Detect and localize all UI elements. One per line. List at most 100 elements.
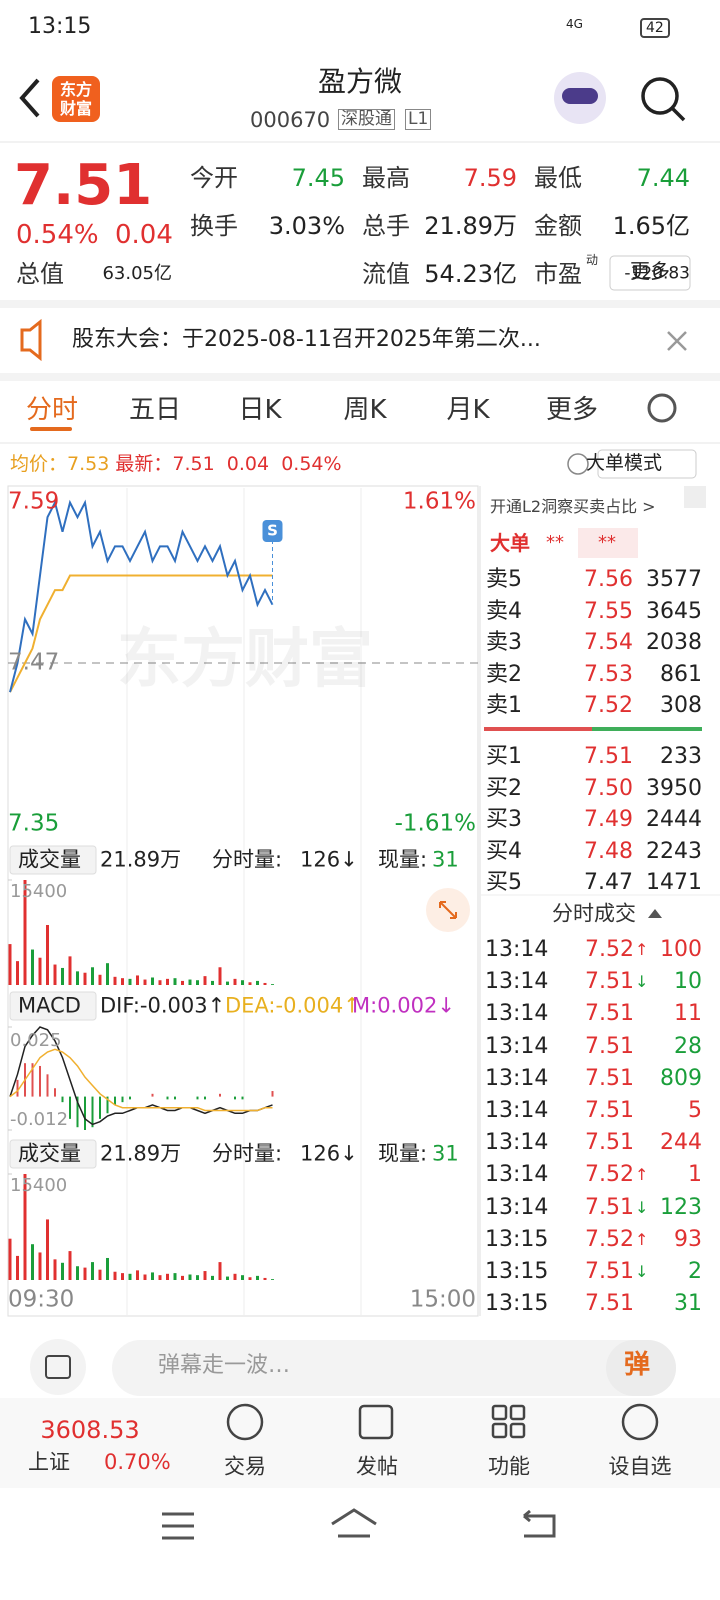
expand-icon <box>439 901 457 919</box>
trade-time: 13:14 <box>485 1194 549 1220</box>
book-price: 7.50 <box>584 775 633 801</box>
minute-volume: 126↓ <box>300 847 358 872</box>
volume-bar <box>61 967 64 985</box>
trade-volume: 2 <box>688 1259 702 1284</box>
volume-bar <box>53 1259 57 1280</box>
book-price: 7.56 <box>584 567 633 592</box>
trade-time: 13:14 <box>485 1033 549 1059</box>
y-tick-label: -0.012 <box>10 1109 69 1130</box>
book-price: 7.48 <box>584 838 633 864</box>
tab[interactable]: 分时 <box>25 395 79 425</box>
big-label: 大单 <box>490 531 530 555</box>
field-label: 金额 <box>534 212 582 240</box>
comment-input[interactable] <box>112 1340 676 1396</box>
tab[interactable]: 日K <box>238 395 282 425</box>
tab[interactable]: 更多 <box>545 395 599 425</box>
volume-bar <box>211 980 214 985</box>
book-label: 买5 <box>486 870 522 896</box>
panel-close[interactable] <box>684 486 706 508</box>
trade-icon <box>226 1403 264 1441</box>
change-pct: 0.54% <box>16 220 99 250</box>
divider <box>0 300 720 308</box>
more-button-bg[interactable] <box>609 255 691 291</box>
comment-icon-bg[interactable] <box>30 1339 86 1395</box>
macd-bar <box>234 1096 236 1100</box>
field-label: 最高 <box>362 164 410 192</box>
trade-time: 13:15 <box>485 1259 549 1284</box>
book-label: 卖5 <box>486 567 522 592</box>
macd-bar <box>106 1096 109 1114</box>
trade-time: 13:14 <box>485 1001 549 1027</box>
volume-bar <box>188 1274 192 1280</box>
field-value: 7.59 <box>463 164 517 192</box>
back-icon[interactable] <box>19 78 40 118</box>
trade-volume: 100 <box>660 937 702 962</box>
comment-placeholder[interactable]: 弹幕走一波… <box>158 1353 291 1378</box>
book-price: 7.53 <box>584 661 633 687</box>
avg-value: 7.53 <box>67 453 110 475</box>
volume-bar <box>151 977 154 985</box>
mode-button[interactable]: 大单模式 <box>586 452 663 474</box>
field-label: 换手 <box>190 212 238 240</box>
search-icon[interactable] <box>641 77 679 115</box>
volume-bar <box>143 979 147 985</box>
volume-bar <box>68 1251 72 1280</box>
nav-item[interactable]: 交易 <box>224 1454 266 1479</box>
trade-price: 7.51 <box>585 1001 634 1027</box>
macd-label[interactable]: MACD <box>18 993 81 1018</box>
nav-item[interactable]: 设自选 <box>608 1454 672 1479</box>
y-tick-label: 7.35 <box>8 810 60 837</box>
big-value: ** <box>598 532 616 553</box>
danmu-button[interactable] <box>606 1340 676 1396</box>
tab[interactable]: 月K <box>446 395 490 425</box>
field-label: 总手 <box>362 212 410 240</box>
book-volume: 308 <box>660 693 702 719</box>
close-icon[interactable] <box>667 331 687 351</box>
tab[interactable]: 五日 <box>128 395 182 425</box>
sort-icon <box>648 909 662 918</box>
speaker-icon <box>20 318 42 362</box>
notice[interactable]: 股东大会：于2025-08-11召开2025年第二次... <box>72 327 541 352</box>
tab[interactable]: 周K <box>343 395 387 425</box>
book-price: 7.55 <box>584 598 633 624</box>
trade-price: 7.51 <box>585 1065 634 1091</box>
y-tick-label: 7.59 <box>8 488 60 515</box>
macd-line <box>9 1048 273 1112</box>
nav-item[interactable]: 发帖 <box>356 1454 398 1479</box>
macd-bar <box>114 1096 116 1105</box>
current-label: 现量: <box>378 1141 428 1166</box>
help-icon[interactable] <box>567 453 589 475</box>
macd-bar <box>99 1096 101 1119</box>
big-value: ** <box>546 532 564 553</box>
macd-bar <box>46 1074 49 1097</box>
volume-bar <box>196 980 199 985</box>
mode-button-bg[interactable] <box>597 449 697 479</box>
l2-promo[interactable]: 开通L2洞察买卖占比 > <box>490 497 656 516</box>
nav-item[interactable]: 功能 <box>488 1454 530 1479</box>
index-name[interactable]: 上证 <box>28 1450 70 1474</box>
volume-bar <box>256 980 259 985</box>
volume-bar <box>226 1276 229 1280</box>
volume-bar <box>83 972 87 985</box>
volume-bar <box>128 978 132 985</box>
search-icon <box>670 106 686 122</box>
field-value: 1.65亿 <box>612 212 690 240</box>
watermark: 东方财富 <box>117 623 373 697</box>
volume-label[interactable]: 成交量 <box>18 847 81 872</box>
book-label: 买4 <box>486 838 522 864</box>
volume-bar <box>166 978 169 985</box>
settings-icon[interactable] <box>647 393 677 423</box>
volume-label[interactable]: 成交量 <box>18 1141 81 1166</box>
book-price: 7.49 <box>584 807 633 833</box>
index-value[interactable]: 3608.53 <box>40 1416 140 1444</box>
trade-time: 13:15 <box>485 1291 549 1317</box>
danmu-label[interactable]: 弹 <box>624 1350 651 1380</box>
field-label: 市盈 <box>534 260 582 288</box>
more-button[interactable]: 更多 <box>630 259 670 283</box>
index-change[interactable]: 0.70% <box>104 1450 171 1474</box>
y-tick-label: 15400 <box>10 1175 68 1196</box>
latest-value: 7.51 <box>172 453 215 475</box>
volume-bar <box>271 1279 274 1280</box>
minute-label: 分时量: <box>212 1141 283 1166</box>
volume-bar <box>16 961 19 985</box>
